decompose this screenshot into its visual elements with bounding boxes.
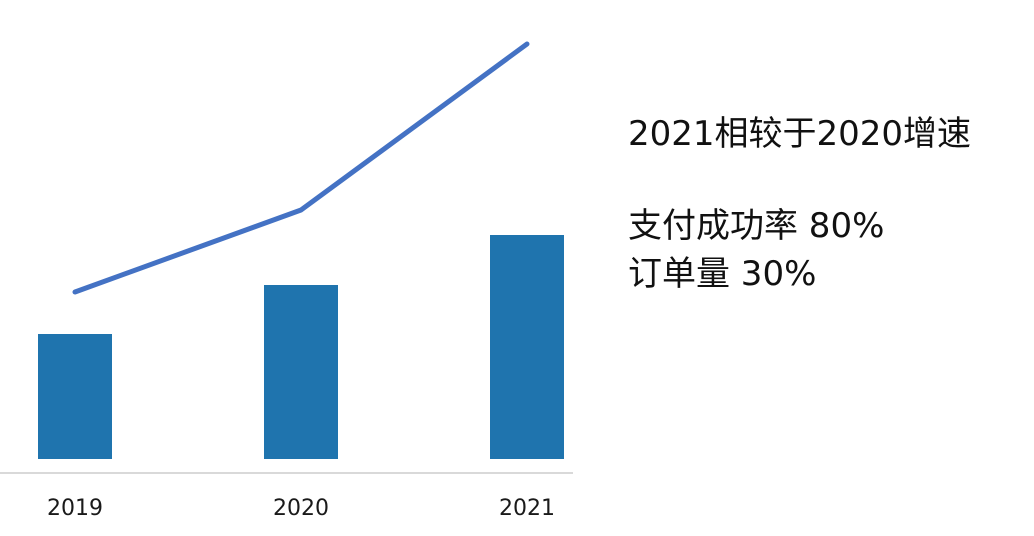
bar-2019	[38, 334, 112, 459]
x-tick-2020: 2020	[273, 496, 329, 521]
payment-success-growth: 支付成功率 80%	[628, 206, 885, 246]
bar-series	[38, 235, 564, 459]
growth-title: 2021相较于2020增速	[628, 114, 972, 154]
x-tick-labels: 2019 2020 2021	[47, 496, 555, 521]
trend-line	[72, 41, 530, 295]
combo-chart: 2019 2020 2021	[0, 41, 573, 521]
order-volume-growth: 订单量 30%	[628, 254, 817, 294]
x-tick-2021: 2021	[499, 496, 555, 521]
x-tick-2019: 2019	[47, 496, 103, 521]
bar-2020	[264, 285, 338, 459]
bar-2021	[490, 235, 564, 459]
